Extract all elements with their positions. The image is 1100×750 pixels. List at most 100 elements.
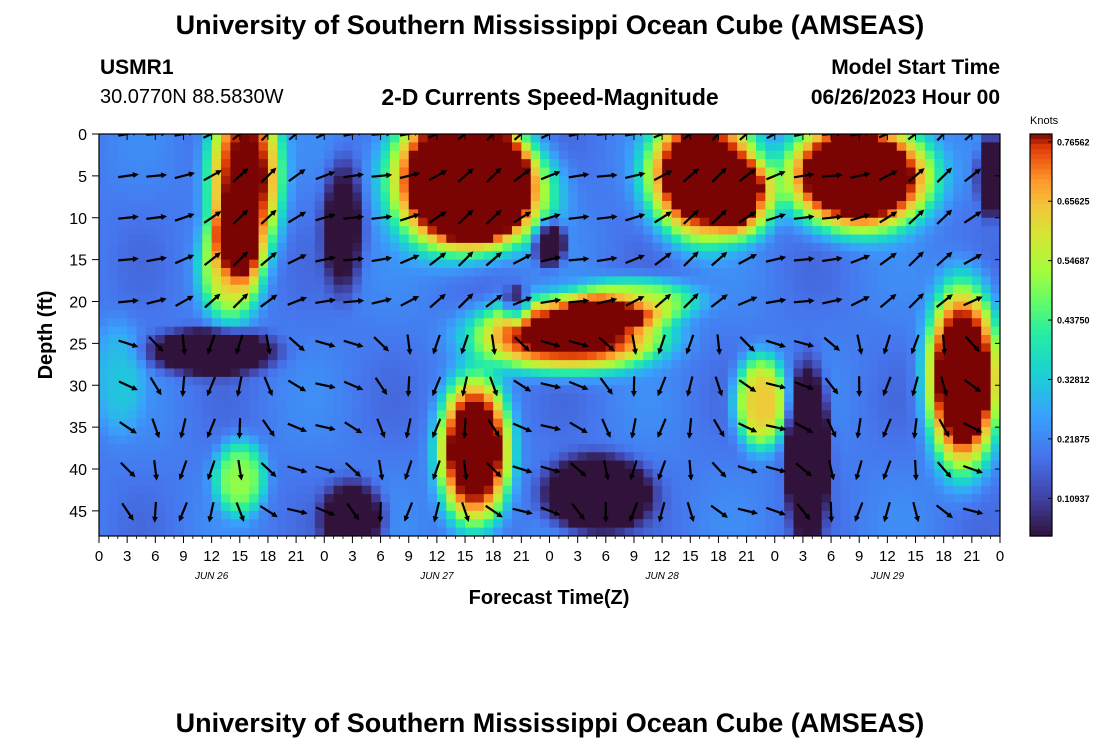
heatmap-cell xyxy=(530,217,541,227)
heatmap-cell xyxy=(793,368,804,378)
heatmap-cell xyxy=(164,376,175,386)
heatmap-cell xyxy=(127,251,138,261)
heatmap-cell xyxy=(427,402,438,411)
heatmap-cell xyxy=(699,418,710,428)
heatmap-cell xyxy=(324,335,335,344)
heatmap-cell xyxy=(540,301,551,311)
heatmap-cell xyxy=(389,142,400,152)
heatmap-cell xyxy=(465,184,476,194)
heatmap-cell xyxy=(831,175,842,185)
heatmap-cell xyxy=(380,427,391,437)
heatmap-cell xyxy=(906,435,917,445)
heatmap-cell xyxy=(408,418,419,428)
heatmap-cell xyxy=(455,443,466,453)
heatmap-cell xyxy=(521,443,532,453)
current-arrow xyxy=(406,334,413,356)
heatmap-cell xyxy=(643,293,654,303)
heatmap-cell xyxy=(802,360,813,370)
heatmap-cell xyxy=(145,159,156,169)
heatmap-cell xyxy=(277,418,288,428)
heatmap-cell xyxy=(605,234,616,244)
heatmap-cell xyxy=(267,150,278,160)
heatmap-cell xyxy=(389,318,400,328)
heatmap-cell xyxy=(774,234,785,244)
heatmap-cell xyxy=(596,309,607,319)
heatmap-cell xyxy=(155,402,166,411)
heatmap-cell xyxy=(436,435,447,445)
heatmap-cell xyxy=(164,134,175,143)
heatmap-cell xyxy=(343,301,354,311)
heatmap-cell xyxy=(465,360,476,370)
heatmap-cell xyxy=(981,376,992,386)
heatmap-cell xyxy=(737,276,748,286)
heatmap-cell xyxy=(239,242,250,252)
heatmap-cell xyxy=(333,335,344,344)
heatmap-cell xyxy=(924,293,935,303)
heatmap-cell xyxy=(267,485,278,495)
heatmap-cell xyxy=(577,217,588,227)
heatmap-cell xyxy=(915,452,926,462)
heatmap-cell xyxy=(577,519,588,529)
heatmap-cell xyxy=(427,485,438,495)
heatmap-cell xyxy=(971,510,982,520)
heatmap-cell xyxy=(784,502,795,512)
heatmap-cell xyxy=(108,226,119,236)
heatmap-cell xyxy=(399,293,410,303)
heatmap-cell xyxy=(671,242,682,252)
current-arrow xyxy=(794,421,814,433)
heatmap-cell xyxy=(511,402,522,411)
heatmap-cell xyxy=(474,335,485,344)
heatmap-cell xyxy=(671,351,682,361)
heatmap-cell xyxy=(915,184,926,194)
heatmap-cell xyxy=(633,343,644,353)
heatmap-cell xyxy=(361,368,372,378)
heatmap-cell xyxy=(587,326,598,336)
heatmap-cell xyxy=(605,201,616,210)
heatmap-cell xyxy=(352,435,363,445)
heatmap-cell xyxy=(108,427,119,437)
current-arrow xyxy=(343,380,364,391)
heatmap-cell xyxy=(699,167,710,177)
heatmap-cell xyxy=(877,393,888,403)
heatmap-cell xyxy=(577,376,588,386)
heatmap-cell xyxy=(812,217,823,227)
heatmap-cell xyxy=(821,159,832,169)
heatmap-cell xyxy=(896,217,907,227)
heatmap-cell xyxy=(183,175,194,185)
heatmap-cell xyxy=(145,201,156,210)
heatmap-cell xyxy=(690,351,701,361)
heatmap-cell xyxy=(530,268,541,277)
heatmap-cell xyxy=(202,201,213,210)
current-arrow xyxy=(882,334,892,355)
heatmap-cell xyxy=(408,402,419,411)
heatmap-cell xyxy=(296,159,307,169)
heatmap-cell xyxy=(361,209,372,219)
heatmap-cell xyxy=(690,276,701,286)
heatmap-cell xyxy=(831,284,842,294)
heatmap-cell xyxy=(802,134,813,143)
heatmap-cell xyxy=(633,276,644,286)
current-arrow xyxy=(315,255,336,263)
heatmap-cell xyxy=(605,134,616,143)
heatmap-cell xyxy=(446,134,457,143)
heatmap-cell xyxy=(943,284,954,294)
heatmap-cell xyxy=(821,385,832,395)
heatmap-cell xyxy=(352,159,363,169)
heatmap-cell xyxy=(840,360,851,370)
heatmap-cell xyxy=(577,242,588,252)
heatmap-cell xyxy=(924,485,935,495)
current-arrow xyxy=(315,424,336,432)
current-arrow xyxy=(793,339,815,348)
heatmap-cell xyxy=(155,368,166,378)
heatmap-cell xyxy=(709,159,720,169)
heatmap-cell xyxy=(474,376,485,386)
heatmap-cell xyxy=(596,443,607,453)
heatmap-cell xyxy=(906,452,917,462)
heatmap-cell xyxy=(774,527,785,536)
heatmap-cell xyxy=(465,234,476,244)
heatmap-cell xyxy=(333,309,344,319)
heatmap-cell xyxy=(577,301,588,311)
heatmap-cell xyxy=(446,268,457,277)
heatmap-cell xyxy=(221,519,231,529)
heatmap-cell xyxy=(117,301,128,311)
